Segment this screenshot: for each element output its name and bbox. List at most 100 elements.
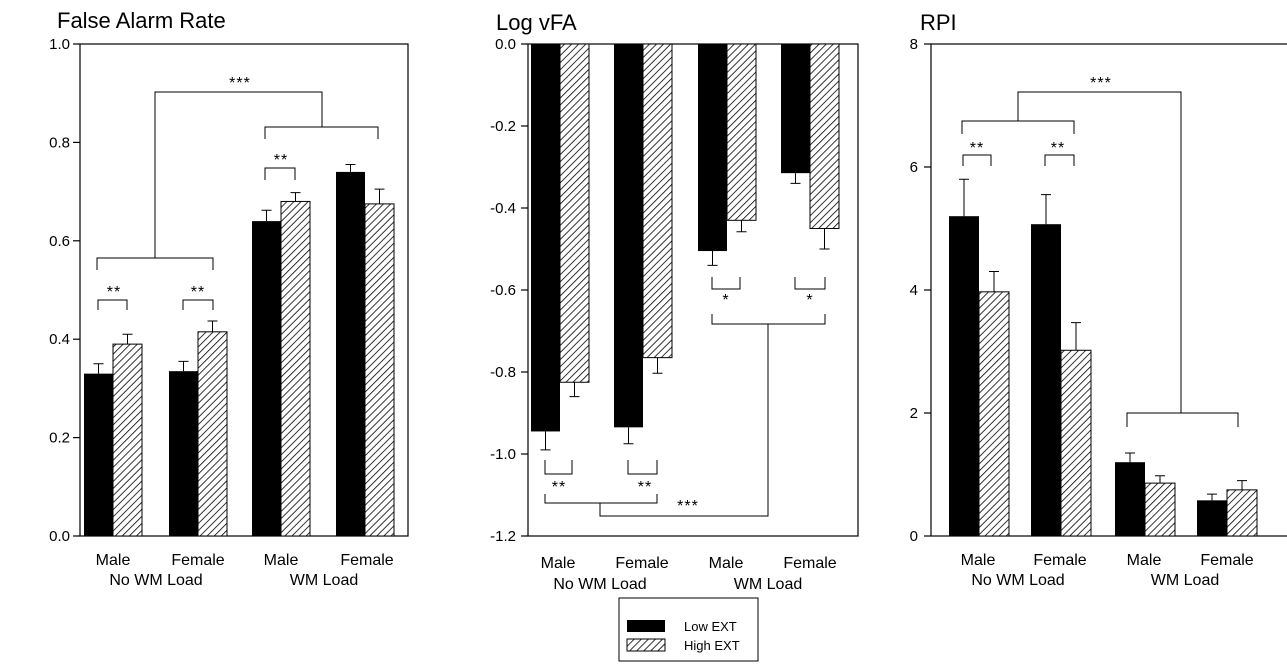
y-tick: 0 bbox=[910, 528, 931, 545]
legend-swatch-high-ext bbox=[626, 638, 666, 652]
group-label: No WM Load bbox=[553, 576, 646, 593]
bar bbox=[642, 43, 673, 359]
significance-label: ** bbox=[191, 284, 205, 301]
error-bar bbox=[652, 357, 663, 374]
significance-bracket bbox=[962, 154, 992, 166]
bar bbox=[1031, 224, 1061, 536]
significance-bracket bbox=[1044, 154, 1075, 166]
error-bar bbox=[1207, 493, 1217, 501]
y-tick: -0.2 bbox=[490, 118, 528, 135]
chart-title: RPI bbox=[920, 10, 957, 35]
y-tick-label: 8 bbox=[910, 36, 918, 53]
error-bar bbox=[122, 333, 133, 345]
bar bbox=[197, 331, 228, 537]
category-labels: Male Female Male Female No WM Load WM Lo… bbox=[961, 552, 1254, 589]
bars bbox=[531, 43, 840, 432]
bar bbox=[84, 373, 113, 536]
error-bar bbox=[989, 271, 999, 292]
y-tick-label: 0.4 bbox=[49, 331, 70, 348]
group-label: WM Load bbox=[290, 572, 358, 589]
significance-bracket bbox=[544, 314, 826, 517]
y-tick-label: -1.0 bbox=[490, 446, 516, 463]
bar bbox=[364, 203, 395, 537]
bar bbox=[1144, 482, 1176, 537]
bar bbox=[559, 43, 590, 383]
error-bar bbox=[819, 228, 830, 250]
significance-label: ** bbox=[638, 479, 652, 496]
bar bbox=[169, 371, 198, 536]
y-tick: -1.0 bbox=[490, 446, 528, 463]
significance-label: * bbox=[722, 292, 729, 309]
significance-bracket bbox=[97, 299, 128, 310]
group-label: WM Load bbox=[1151, 572, 1219, 589]
category-label: Female bbox=[171, 552, 224, 569]
error-bar bbox=[1071, 322, 1081, 351]
y-tick-label: -0.2 bbox=[490, 118, 516, 135]
y-tick: 0.4 bbox=[49, 331, 80, 348]
bars bbox=[84, 171, 395, 537]
significance-brackets: ** ** * * *** bbox=[544, 277, 826, 517]
bar bbox=[978, 291, 1010, 537]
error-bar bbox=[1237, 480, 1247, 490]
significance-brackets: ** ** ** *** bbox=[96, 75, 379, 310]
bar bbox=[336, 171, 365, 537]
category-label: Female bbox=[783, 555, 836, 572]
error-bar bbox=[790, 173, 801, 184]
y-tick-label: -1.2 bbox=[490, 528, 516, 545]
bar bbox=[781, 44, 810, 174]
significance-bracket bbox=[627, 460, 658, 475]
bar bbox=[726, 43, 757, 221]
significance-label: ** bbox=[107, 284, 121, 301]
y-tick-label: -0.4 bbox=[490, 200, 516, 217]
error-bar bbox=[623, 427, 634, 445]
bar bbox=[1115, 462, 1145, 536]
y-tick: -0.4 bbox=[490, 200, 528, 217]
bar bbox=[112, 343, 143, 537]
y-tick: 8 bbox=[910, 36, 931, 53]
category-label: Male bbox=[1127, 552, 1162, 569]
y-tick-label: 4 bbox=[910, 282, 918, 299]
plot-frame bbox=[79, 43, 409, 537]
category-label: Female bbox=[1200, 552, 1253, 569]
bar bbox=[1197, 500, 1227, 536]
significance-label: ** bbox=[1051, 140, 1065, 157]
y-tick-label: 0.0 bbox=[49, 528, 70, 545]
bar bbox=[614, 44, 643, 428]
y-tick: 6 bbox=[910, 159, 931, 176]
significance-label: ** bbox=[970, 140, 984, 157]
significance-bracket bbox=[794, 277, 826, 290]
bar bbox=[698, 44, 727, 252]
y-tick: -0.8 bbox=[490, 364, 528, 381]
category-label: Male bbox=[961, 552, 996, 569]
error-bar bbox=[1155, 475, 1165, 484]
bar bbox=[949, 216, 979, 536]
error-bars bbox=[540, 173, 830, 451]
significance-bracket bbox=[96, 91, 379, 270]
error-bar bbox=[261, 209, 272, 222]
y-tick-label: 0.6 bbox=[49, 233, 70, 250]
y-tick: 0.0 bbox=[495, 36, 528, 53]
y-tick: -1.2 bbox=[490, 528, 528, 545]
significance-label: * bbox=[806, 292, 813, 309]
y-tick: 0.0 bbox=[49, 528, 80, 545]
y-tick-label: 6 bbox=[910, 159, 918, 176]
category-label: Female bbox=[1033, 552, 1086, 569]
category-label: Male bbox=[709, 555, 744, 572]
bar bbox=[280, 200, 311, 537]
category-labels: Male Female Male Female No WM Load WM Lo… bbox=[541, 555, 837, 593]
significance-brackets: ** ** *** bbox=[961, 75, 1239, 427]
panel-rpi: RPI 0 2 4 6 8 bbox=[910, 10, 1287, 589]
significance-label: *** bbox=[1090, 75, 1112, 92]
significance-label: ** bbox=[552, 479, 566, 496]
y-tick-label: 2 bbox=[910, 405, 918, 422]
bar bbox=[1226, 489, 1258, 537]
group-label: WM Load bbox=[734, 576, 802, 593]
error-bar bbox=[959, 178, 969, 217]
category-labels: Male Female Male Female No WM Load WM Lo… bbox=[96, 552, 394, 589]
error-bar bbox=[178, 360, 189, 372]
y-tick: 0.6 bbox=[49, 233, 80, 250]
panel-false-alarm-rate: False Alarm Rate 0.0 0.2 0.4 0.6 0.8 1.0 bbox=[49, 8, 409, 589]
y-tick: 1.0 bbox=[49, 36, 80, 53]
error-bars bbox=[93, 164, 385, 374]
